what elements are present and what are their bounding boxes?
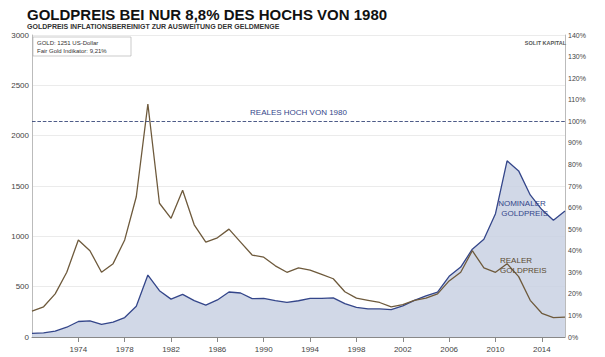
svg-text:REALES HOCH VON 1980: REALES HOCH VON 1980	[250, 108, 347, 117]
svg-text:80%: 80%	[568, 161, 582, 168]
svg-text:2500: 2500	[11, 81, 29, 90]
svg-text:GOLDPREIS: GOLDPREIS	[500, 266, 547, 275]
svg-text:3000: 3000	[11, 31, 29, 40]
svg-text:110%: 110%	[568, 96, 585, 103]
svg-text:1978: 1978	[116, 345, 134, 354]
svg-text:1994: 1994	[301, 345, 319, 354]
svg-text:GOLDPREIS BEI NUR 8,8% DES HOC: GOLDPREIS BEI NUR 8,8% DES HOCHS VON 198…	[27, 6, 387, 23]
svg-text:1998: 1998	[348, 345, 366, 354]
svg-text:REALER: REALER	[500, 256, 534, 265]
svg-text:1500: 1500	[11, 182, 29, 191]
svg-text:40%: 40%	[568, 247, 582, 254]
svg-text:1982: 1982	[162, 345, 180, 354]
svg-text:2000: 2000	[11, 131, 29, 140]
svg-text:60%: 60%	[568, 204, 582, 211]
svg-text:GOLDPREIS INFLATIONSBEREINIGT: GOLDPREIS INFLATIONSBEREINIGT ZUR AUSWEI…	[27, 23, 280, 30]
svg-text:1990: 1990	[255, 345, 273, 354]
svg-text:2006: 2006	[440, 345, 458, 354]
svg-text:1986: 1986	[208, 345, 226, 354]
svg-text:140%: 140%	[568, 32, 586, 39]
svg-text:1000: 1000	[11, 232, 29, 241]
svg-text:500: 500	[16, 282, 30, 291]
svg-text:100%: 100%	[568, 118, 586, 125]
svg-text:50%: 50%	[568, 226, 582, 233]
svg-text:130%: 130%	[568, 53, 586, 60]
svg-text:2010: 2010	[487, 345, 505, 354]
svg-text:GOLDPREIS: GOLDPREIS	[501, 209, 548, 218]
svg-text:2014: 2014	[533, 345, 551, 354]
svg-text:120%: 120%	[568, 75, 586, 82]
svg-text:30%: 30%	[568, 269, 582, 276]
svg-text:90%: 90%	[568, 139, 582, 146]
svg-text:10%: 10%	[568, 312, 582, 319]
svg-text:GOLD: 1251 US-Dollar: GOLD: 1251 US-Dollar	[37, 40, 98, 46]
svg-text:1974: 1974	[69, 345, 87, 354]
svg-text:NOMINALER: NOMINALER	[498, 199, 548, 208]
svg-text:Fair Gold Indikator: 9,21%: Fair Gold Indikator: 9,21%	[37, 48, 107, 54]
svg-text:0: 0	[25, 333, 30, 342]
svg-text:2002: 2002	[394, 345, 412, 354]
svg-text:0%: 0%	[568, 334, 578, 341]
svg-text:SOLIT KAPITAL: SOLIT KAPITAL	[525, 40, 567, 46]
svg-text:20%: 20%	[568, 290, 582, 297]
svg-text:70%: 70%	[568, 183, 582, 190]
